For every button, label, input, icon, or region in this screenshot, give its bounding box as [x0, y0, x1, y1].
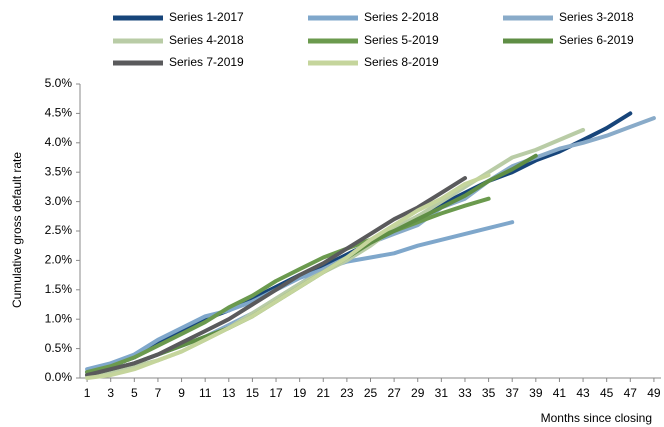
- x-tick-label: 37: [506, 386, 520, 400]
- x-tick-label: 13: [222, 386, 236, 400]
- x-tick-label: 39: [529, 386, 543, 400]
- x-tick-label: 49: [647, 386, 661, 400]
- y-tick-label: 0.5%: [45, 341, 73, 355]
- x-tick-label: 9: [178, 386, 185, 400]
- x-tick-label: 19: [293, 386, 307, 400]
- x-tick-label: 41: [553, 386, 567, 400]
- legend-label: Series 8-2019: [364, 55, 439, 69]
- legend-label: Series 1-2017: [169, 10, 244, 24]
- x-tick-label: 5: [131, 386, 138, 400]
- y-tick-label: 3.5%: [45, 164, 73, 178]
- x-tick-label: 31: [435, 386, 449, 400]
- x-tick-label: 33: [458, 386, 472, 400]
- y-tick-label: 2.5%: [45, 223, 73, 237]
- x-tick-label: 15: [246, 386, 260, 400]
- legend-label: Series 3-2018: [559, 10, 634, 24]
- y-tick-label: 2.0%: [45, 253, 73, 267]
- x-tick-label: 35: [482, 386, 496, 400]
- series-line: [85, 196, 491, 375]
- x-tick-label: 47: [624, 386, 638, 400]
- x-tick-label: 1: [84, 386, 91, 400]
- legend-label: Series 6-2019: [559, 33, 634, 47]
- y-tick-label: 0.0%: [45, 370, 73, 384]
- x-tick-label: 43: [576, 386, 590, 400]
- x-tick-label: 11: [199, 386, 212, 400]
- x-tick-label: 29: [411, 386, 425, 400]
- x-tick-label: 17: [269, 386, 283, 400]
- y-tick-label: 1.5%: [45, 282, 73, 296]
- y-tick-label: 4.5%: [45, 106, 73, 120]
- x-tick-label: 3: [107, 386, 114, 400]
- series-line: [85, 176, 467, 378]
- x-tick-label: 23: [340, 386, 354, 400]
- x-tick-label: 7: [155, 386, 162, 400]
- x-tick-label: 25: [364, 386, 378, 400]
- y-tick-label: 5.0%: [45, 76, 73, 90]
- series-line: [85, 173, 491, 380]
- legend-label: Series 4-2018: [169, 33, 244, 47]
- y-axis-label: Cumulative gross default rate: [10, 152, 24, 308]
- x-tick-label: 27: [387, 386, 401, 400]
- legend-label: Series 7-2019: [169, 55, 244, 69]
- series-line: [85, 220, 515, 372]
- y-tick-label: 4.0%: [45, 135, 73, 149]
- y-tick-label: 3.0%: [45, 194, 73, 208]
- y-tick-label: 1.0%: [45, 311, 73, 325]
- x-axis-label: Months since closing: [541, 411, 652, 425]
- x-tick-label: 45: [600, 386, 614, 400]
- legend-label: Series 5-2019: [364, 33, 439, 47]
- legend-label: Series 2-2018: [364, 10, 439, 24]
- x-tick-label: 21: [317, 386, 331, 400]
